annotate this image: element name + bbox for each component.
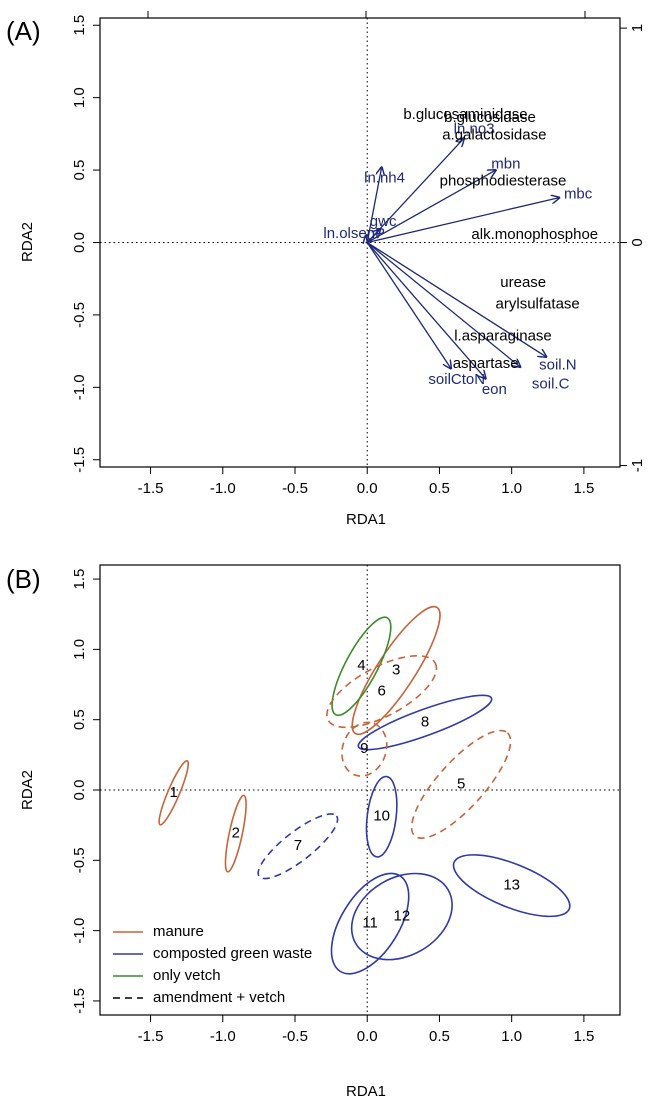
panel-a-xtick-label: 0.0 — [357, 480, 378, 497]
ellipse-label-10: 10 — [373, 808, 390, 825]
enzyme-label: a.galactosidase — [442, 126, 546, 143]
panel-b-ytick-label: 1.5 — [71, 569, 88, 590]
enzyme-label: alk.monophosphoe — [471, 226, 598, 243]
panel-b-xtick-label: 0.5 — [429, 1028, 450, 1045]
legend-label: manure — [153, 923, 204, 940]
panel-a-right-tick-label: 0 — [629, 238, 646, 246]
ellipse-group-1 — [158, 760, 190, 826]
vector-label: soil.C — [532, 375, 570, 392]
ellipse-label-6: 6 — [377, 683, 385, 700]
panel-b-xtick-label: 1.5 — [573, 1028, 594, 1045]
panel-a-ytick-label: 1.0 — [71, 87, 88, 108]
enzyme-label: arylsulfatase — [496, 296, 580, 313]
ellipse-group-6 — [326, 654, 438, 729]
enzyme-label: urease — [500, 274, 546, 291]
ellipse-group-7 — [257, 813, 339, 880]
panel-a-xtick-label: -1.5 — [138, 480, 164, 497]
ellipse-group-5 — [410, 729, 512, 839]
panel-b-xtick-label: -1.5 — [138, 1028, 164, 1045]
enzyme-label: b.glucosaminidase — [403, 106, 527, 123]
vector-label: gwc — [370, 213, 397, 230]
panel-b-xtick-label: 1.0 — [501, 1028, 522, 1045]
vector-arrow-ln.nh4 — [366, 167, 381, 243]
vector-arrow-mbn — [366, 170, 496, 244]
panel-b-ytick-label: -0.5 — [71, 847, 88, 873]
ellipse-group-12 — [350, 872, 453, 961]
ellipse-group-3 — [351, 605, 441, 736]
vector-label: soilCtoN — [428, 371, 485, 388]
panel-a-xtick-label: 1.0 — [501, 480, 522, 497]
panel-b-letter: (B) — [6, 564, 41, 594]
panel-a-ylabel: RDA2 — [19, 222, 36, 262]
enzyme-label: l.asparaginase — [454, 328, 552, 345]
panel-a-xtick-label: -1.0 — [210, 480, 236, 497]
vector-arrow-eon — [366, 242, 485, 379]
ellipse-label-1: 1 — [169, 784, 177, 801]
panel-b-xtick-label: 0.0 — [357, 1028, 378, 1045]
vector-label: ln.olsenP — [323, 225, 385, 242]
vector-arrow-soil.C — [366, 241, 520, 368]
ellipse-label-7: 7 — [294, 837, 302, 854]
panel-a-right-tick-label: -1 — [629, 459, 646, 472]
vector-label: ln.nh4 — [364, 170, 405, 187]
vector-label: soil.N — [539, 357, 577, 374]
panel-b-ytick-label: 1.0 — [71, 639, 88, 660]
vector-arrow-soilCtoN — [366, 242, 451, 369]
panel-a-xtick-label: 0.5 — [429, 480, 450, 497]
panel-a: -1.5 -1.0 -0.5 0.0 0.5 1.0 1.5 -1.5 -1.0 -0.5 0.0 0… — [71, 11, 646, 497]
vector-label: mbn — [491, 155, 520, 172]
ellipse-label-5: 5 — [457, 775, 465, 792]
panel-b: -1.5 -1.0 -0.5 0.0 0.5 1.0 1.5 -1.5 -1.0 -0.5 0.0 0… — [71, 565, 620, 1045]
ellipse-group-8 — [357, 694, 493, 751]
ellipse-group-10 — [365, 775, 398, 858]
enzyme-label: phosphodiesterase — [440, 173, 567, 190]
vector-label: mbc — [564, 186, 593, 203]
vector-arrow-ln.no3 — [366, 138, 464, 243]
panel-a-right-tick-label: 1 — [629, 24, 646, 32]
ellipse-label-13: 13 — [503, 877, 520, 894]
ellipse-group-2 — [224, 794, 247, 873]
ellipse-label-2: 2 — [232, 825, 240, 842]
ellipse-label-12: 12 — [394, 908, 411, 925]
ellipse-label-3: 3 — [392, 661, 400, 678]
panel-a-ytick-label: -1.0 — [71, 374, 88, 400]
panel-b-ytick-label: 0.0 — [71, 780, 88, 801]
vector-label: eon — [482, 381, 507, 398]
panel-b-ytick-label: -1.5 — [71, 988, 88, 1014]
panel-a-xlabel: RDA1 — [346, 511, 386, 528]
ellipse-group-4 — [331, 616, 392, 717]
panel-a-ytick-label: -0.5 — [71, 302, 88, 328]
panel-b-xlabel: RDA1 — [346, 1083, 386, 1100]
ellipse-label-4: 4 — [357, 657, 365, 674]
ellipse-group-9 — [341, 721, 388, 777]
panel-b-xtick-label: -1.0 — [210, 1028, 236, 1045]
panel-a-xtick-label: 1.5 — [573, 480, 594, 497]
legend-label: only vetch — [153, 967, 221, 984]
vector-arrow-mbc — [367, 198, 559, 244]
panel-a-ytick-label: 0.0 — [71, 232, 88, 253]
panel-b-ytick-label: -1.0 — [71, 918, 88, 944]
panel-a-ytick-label: -1.5 — [71, 447, 88, 473]
panel-b-xtick-label: -0.5 — [282, 1028, 308, 1045]
ellipse-label-8: 8 — [421, 713, 429, 730]
ellipse-label-9: 9 — [360, 740, 368, 757]
panel-a-ytick-label: 1.5 — [71, 15, 88, 36]
enzyme-label: b.glucosidase — [444, 109, 536, 126]
ellipse-label-11: 11 — [362, 915, 378, 932]
vector-arrow-ln.olsenP — [366, 235, 367, 242]
vector-label: ln.no3 — [454, 120, 495, 137]
panel-a-xtick-label: -0.5 — [282, 480, 308, 497]
enzyme-label: aspartase — [453, 355, 519, 372]
legend-label: amendment + vetch — [153, 989, 285, 1006]
ellipse-group-13 — [452, 854, 571, 918]
panel-a-ytick-label: 0.5 — [71, 160, 88, 181]
legend-label: composted green waste — [153, 945, 312, 962]
panel-a-letter: (A) — [6, 16, 41, 46]
panel-b-ytick-label: 0.5 — [71, 709, 88, 730]
vector-arrow-soil.N — [366, 241, 546, 357]
panel-b-ylabel: RDA2 — [19, 770, 36, 810]
